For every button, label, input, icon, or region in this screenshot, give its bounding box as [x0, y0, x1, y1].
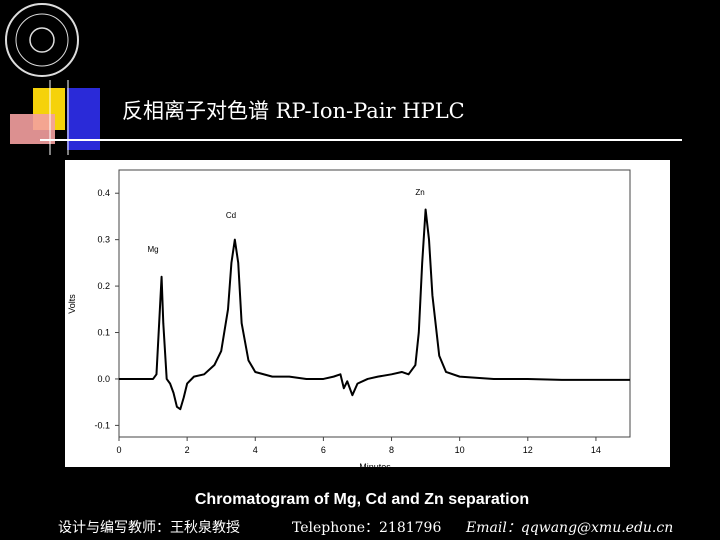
- footer-phone: Telephone：2181796: [292, 520, 441, 536]
- y-tick-label: 0.1: [97, 328, 110, 338]
- slide-title: 反相离子对色谱 RP-Ion-Pair HPLC: [122, 99, 465, 123]
- y-tick-label: 0.2: [97, 281, 110, 291]
- plot-frame: [118, 169, 631, 438]
- y-tick-label: 0.4: [97, 188, 110, 198]
- plot: -0.1 0.0 0.1 0.2 0.3 0.4 0 2 4 6 8 10 12 14 Minutes Vol…: [67, 169, 631, 472]
- decoration: [10, 80, 682, 155]
- x-tick-label: 4: [253, 445, 258, 455]
- chart-caption: Chromatogram of Mg, Cd and Zn separation: [195, 491, 529, 508]
- footer-author: 设计与编写教师：王秋泉教授: [58, 519, 240, 536]
- x-tick-label: 0: [116, 445, 121, 455]
- peak-label: Zn: [415, 188, 424, 197]
- x-tick-label: 6: [321, 445, 326, 455]
- chromatogram-line: [119, 208, 630, 411]
- chart-panel: [65, 160, 670, 467]
- peak-label: Mg: [147, 245, 158, 254]
- y-axis-label: Volts: [67, 294, 77, 314]
- x-tick-label: 2: [185, 445, 190, 455]
- x-tick-label: 12: [523, 445, 533, 455]
- y-tick-label: 0.0: [97, 374, 110, 384]
- x-tick-label: 10: [455, 445, 465, 455]
- y-tick-label: -0.1: [94, 420, 110, 430]
- x-tick-label: 14: [591, 445, 601, 455]
- x-axis-label: Minutes: [359, 462, 391, 472]
- footer-email: Email：qqwang@xmu.edu.cn: [465, 520, 673, 536]
- peak-label: Cd: [226, 211, 236, 220]
- logo: [5, 3, 79, 77]
- x-tick-label: 8: [389, 445, 394, 455]
- y-tick-label: 0.3: [97, 235, 110, 245]
